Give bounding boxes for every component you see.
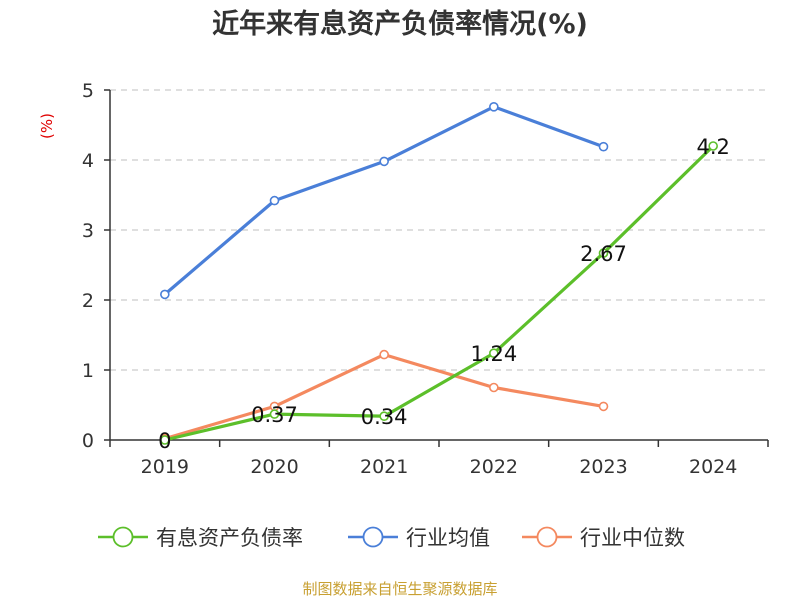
source-note: 制图数据来自恒生聚源数据库	[302, 580, 497, 598]
data-point	[379, 349, 389, 360]
x-tick-label: 2023	[579, 456, 627, 478]
data-point	[489, 382, 499, 393]
data-labels: 0 0.37 0.34 1.24 2.67 4.2	[158, 135, 730, 453]
data-point	[379, 156, 389, 167]
data-point	[598, 141, 609, 152]
data-point	[160, 435, 170, 445]
data-point	[708, 141, 718, 151]
legend-marker	[362, 526, 384, 548]
y-tick-label: 3	[82, 220, 94, 242]
x-tick-label: 2020	[250, 456, 298, 478]
legend-label: 有息资产负债率	[156, 526, 303, 550]
x-tick-label: 2024	[689, 456, 737, 478]
data-point	[269, 195, 280, 206]
y-tick-label: 4	[82, 150, 94, 172]
data-point	[598, 401, 609, 412]
data-point	[489, 102, 499, 112]
series-0	[160, 141, 718, 445]
data-label: 0	[158, 429, 171, 453]
chart-title: 近年来有息资产负债率情况(%)	[212, 8, 588, 40]
data-label: 1.24	[470, 342, 517, 366]
axes: 0 1 2 3 4 5 2019 2020 2021 2022 2023 2024	[82, 80, 769, 478]
legend-item-1[interactable]: 行业均值	[348, 526, 490, 550]
legend-marker	[112, 526, 134, 548]
legend[interactable]: 有息资产负债率 行业均值 行业中位数	[98, 526, 685, 550]
x-tick-label: 2022	[470, 456, 518, 478]
y-tick-label: 0	[82, 430, 94, 452]
x-tick-label: 2021	[360, 456, 408, 478]
data-label: 0.34	[361, 405, 408, 429]
data-point	[269, 409, 280, 419]
x-tick-label: 2019	[141, 456, 189, 478]
data-point	[598, 248, 609, 258]
series-line	[163, 105, 605, 296]
data-point	[379, 411, 389, 422]
y-tick-label: 2	[82, 290, 94, 312]
data-point	[489, 348, 499, 359]
data-label: 2.67	[580, 242, 627, 266]
legend-item-0[interactable]: 有息资产负债率	[98, 526, 303, 550]
data-point	[160, 289, 170, 300]
series-line	[164, 144, 715, 442]
legend-item-2[interactable]: 行业中位数	[522, 526, 685, 550]
series-1	[160, 102, 609, 300]
y-axis-unit-label: (%)	[38, 113, 56, 139]
data-label: 0.37	[251, 403, 298, 427]
legend-marker	[536, 526, 558, 548]
data-label: 4.2	[696, 135, 729, 159]
legend-label: 行业均值	[406, 526, 490, 550]
y-tick-label: 5	[82, 80, 94, 102]
y-tick-label: 1	[82, 360, 94, 382]
gridlines	[110, 89, 768, 371]
legend-label: 行业中位数	[580, 526, 685, 550]
series-layer	[160, 102, 718, 445]
